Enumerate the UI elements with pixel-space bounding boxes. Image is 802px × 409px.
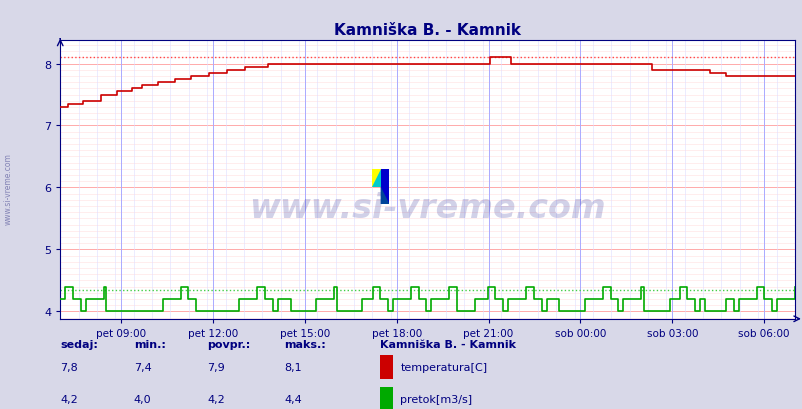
Text: Kamniška B. - Kamnik: Kamniška B. - Kamnik — [379, 339, 515, 349]
Text: 4,4: 4,4 — [284, 394, 302, 405]
Bar — [379, 387, 392, 409]
Text: www.si-vreme.com: www.si-vreme.com — [249, 191, 606, 224]
Text: 4,2: 4,2 — [207, 394, 225, 405]
Bar — [371, 170, 380, 187]
Text: min.:: min.: — [133, 339, 165, 349]
Bar — [380, 170, 389, 204]
Text: 4,2: 4,2 — [60, 394, 78, 405]
Text: 7,4: 7,4 — [133, 362, 152, 373]
Text: 8,1: 8,1 — [284, 362, 302, 373]
Polygon shape — [371, 170, 380, 187]
Text: 7,9: 7,9 — [207, 362, 225, 373]
Text: temperatura[C]: temperatura[C] — [400, 362, 487, 373]
Text: sedaj:: sedaj: — [60, 339, 98, 349]
Bar — [379, 355, 392, 380]
Text: maks.:: maks.: — [284, 339, 326, 349]
Text: www.si-vreme.com: www.si-vreme.com — [3, 152, 13, 224]
Title: Kamniška B. - Kamnik: Kamniška B. - Kamnik — [334, 23, 520, 38]
Polygon shape — [380, 187, 389, 204]
Text: povpr.:: povpr.: — [207, 339, 250, 349]
Text: 4,0: 4,0 — [133, 394, 151, 405]
Text: 7,8: 7,8 — [60, 362, 78, 373]
Text: pretok[m3/s]: pretok[m3/s] — [400, 394, 472, 405]
